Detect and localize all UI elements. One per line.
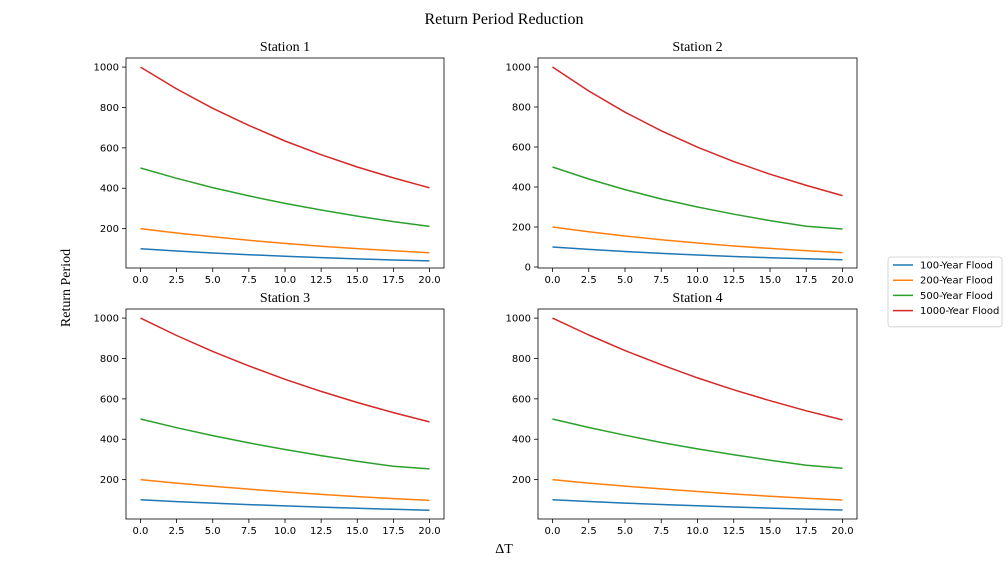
subplot-3: Station 3 0.0 2.5 5.0 7.5 10.0 12.5 15.0 17.5 20.… — [94, 291, 445, 537]
y-tick-label: 800 — [512, 354, 531, 365]
subplot-title: Station 3 — [260, 291, 310, 306]
series-line-500-year-flood — [552, 418, 843, 470]
y-tick-label: 800 — [512, 103, 531, 114]
series-line-200-year-flood — [552, 478, 843, 501]
x-tick-label: 15.0 — [346, 275, 368, 286]
series-line-500-year-flood — [140, 167, 430, 228]
x-tick-label: 12.5 — [310, 275, 332, 286]
x-tick-label: 17.5 — [795, 526, 817, 537]
x-tick-label: 17.5 — [795, 275, 817, 286]
figure-title: Return Period Reduction — [424, 11, 583, 28]
x-tick-label: 10.0 — [274, 275, 296, 286]
y-tick-label: 800 — [100, 354, 119, 365]
x-tick-label: 20.0 — [831, 526, 853, 537]
subplot-1: Station 1 0.0 2.5 5.0 7.5 10.0 12.5 15.0 17.5 20.… — [94, 40, 445, 286]
y-tick-label: 400 — [100, 435, 119, 446]
legend-label: 100-Year Flood — [920, 261, 993, 272]
x-tick-label: 15.0 — [759, 526, 781, 537]
series-line-100-year-flood — [552, 499, 843, 511]
y-tick-label: 600 — [512, 143, 531, 154]
x-tick-label: 0.0 — [133, 526, 149, 537]
series-line-200-year-flood — [140, 478, 430, 502]
y-tick-label: 1000 — [506, 314, 531, 325]
x-tick-label: 15.0 — [346, 526, 368, 537]
subplot-grid: Station 1 0.0 2.5 5.0 7.5 10.0 12.5 15.0 17.5 20.… — [94, 40, 858, 537]
y-axis-label: Return Period — [59, 249, 74, 327]
y-tick-label: 1000 — [506, 63, 531, 74]
y-tick-label: 600 — [512, 394, 531, 405]
x-tick-label: 0.0 — [133, 275, 149, 286]
x-tick-label: 20.0 — [831, 275, 853, 286]
y-tick-label: 200 — [512, 223, 531, 234]
series-line-1000-year-flood — [552, 66, 843, 197]
y-tick-label: 0 — [525, 263, 531, 274]
series-line-1000-year-flood — [140, 66, 430, 189]
series-line-100-year-flood — [552, 246, 843, 261]
y-tick-label: 400 — [512, 183, 531, 194]
x-tick-label: 12.5 — [310, 526, 332, 537]
series-line-500-year-flood — [552, 166, 843, 230]
axes-frame — [537, 308, 858, 520]
subplot-title: Station 1 — [260, 40, 310, 55]
x-axis-label: ΔT — [495, 542, 513, 557]
subplot-2: Station 2 0.0 2.5 5.0 7.5 10.0 12.5 15.0 17.5 20.… — [506, 40, 858, 286]
x-tick-label: 20.0 — [418, 526, 440, 537]
x-tick-label: 10.0 — [686, 275, 708, 286]
x-tick-label: 20.0 — [418, 275, 440, 286]
y-tick-label: 600 — [100, 394, 119, 405]
x-tick-label: 0.0 — [545, 526, 561, 537]
y-tick-label: 400 — [512, 435, 531, 446]
legend-label: 200-Year Flood — [920, 276, 993, 287]
legend-frame — [887, 256, 1003, 328]
x-tick-label: 10.0 — [686, 526, 708, 537]
x-tick-label: 2.5 — [581, 275, 597, 286]
legend: 100-Year Flood 200-Year Flood 500-Year Flo… — [887, 256, 1003, 328]
axes-frame — [125, 57, 445, 269]
y-tick-label: 1000 — [94, 314, 119, 325]
series-line-200-year-flood — [552, 226, 843, 254]
x-tick-label: 0.0 — [545, 275, 561, 286]
x-tick-label: 10.0 — [274, 526, 296, 537]
y-tick-label: 400 — [100, 184, 119, 195]
x-tick-label: 7.5 — [241, 526, 257, 537]
series-line-500-year-flood — [140, 418, 430, 470]
x-tick-label: 7.5 — [653, 526, 669, 537]
x-tick-label: 17.5 — [382, 275, 404, 286]
series-line-100-year-flood — [140, 499, 430, 511]
legend-label: 1000-Year Flood — [920, 306, 999, 317]
subplot-title: Station 2 — [672, 40, 722, 55]
y-tick-label: 600 — [100, 143, 119, 154]
x-tick-label: 12.5 — [723, 275, 745, 286]
x-tick-label: 2.5 — [581, 526, 597, 537]
x-tick-label: 5.0 — [205, 526, 221, 537]
y-tick-label: 800 — [100, 103, 119, 114]
x-tick-label: 2.5 — [169, 526, 185, 537]
x-tick-label: 15.0 — [759, 275, 781, 286]
x-tick-label: 7.5 — [653, 275, 669, 286]
x-tick-label: 5.0 — [205, 275, 221, 286]
y-tick-label: 200 — [100, 475, 119, 486]
y-tick-label: 1000 — [94, 63, 119, 74]
x-tick-label: 2.5 — [169, 275, 185, 286]
series-line-1000-year-flood — [552, 317, 843, 421]
legend-label: 500-Year Flood — [920, 291, 993, 302]
subplot-title: Station 4 — [672, 291, 722, 306]
series-line-100-year-flood — [140, 248, 430, 262]
axes-frame — [537, 57, 858, 269]
x-tick-label: 5.0 — [617, 275, 633, 286]
series-line-1000-year-flood — [140, 317, 430, 423]
axes-frame — [125, 308, 445, 520]
y-tick-label: 200 — [100, 224, 119, 235]
x-tick-label: 17.5 — [382, 526, 404, 537]
y-tick-label: 200 — [512, 475, 531, 486]
x-tick-label: 7.5 — [241, 275, 257, 286]
x-tick-label: 12.5 — [723, 526, 745, 537]
subplot-4: Station 4 0.0 2.5 5.0 7.5 10.0 12.5 15.0 17.5 20.… — [506, 291, 858, 537]
series-line-200-year-flood — [140, 227, 430, 254]
x-tick-label: 5.0 — [617, 526, 633, 537]
